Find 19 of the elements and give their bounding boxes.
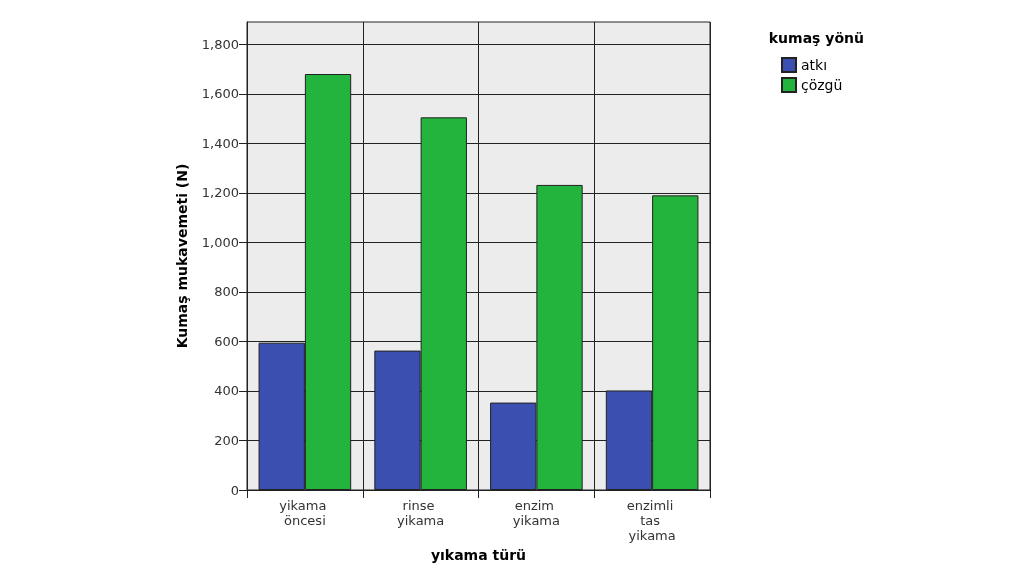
legend-label: çözgü (801, 77, 843, 93)
x-tick-label: enzimli tas yikama (626, 498, 678, 543)
y-tick-label: 1,800 (201, 36, 239, 52)
x-axis-title: yıkama türü (430, 546, 527, 563)
x-tick-label: rinse yikama (397, 498, 445, 528)
y-tick-label: 1,600 (201, 86, 239, 102)
x-tick-label: enzim yikama (512, 498, 560, 528)
y-tick-label: 400 (214, 383, 239, 399)
y-tick-label: 800 (214, 284, 239, 300)
y-axis-title: Kumaş mukavemeti (N) (174, 163, 190, 349)
legend-label: atkı (801, 57, 828, 73)
y-tick-label: 0 (230, 482, 239, 498)
y-tick-label: 1,400 (201, 135, 239, 151)
y-tick-label: 1,200 (201, 185, 239, 201)
y-tick-label: 1,000 (201, 234, 239, 250)
legend-title: kumaş yönü (768, 30, 865, 46)
y-tick-label: 600 (214, 333, 239, 349)
y-tick-label: 200 (214, 432, 239, 448)
x-tick-label: yikama öncesi (279, 498, 331, 528)
